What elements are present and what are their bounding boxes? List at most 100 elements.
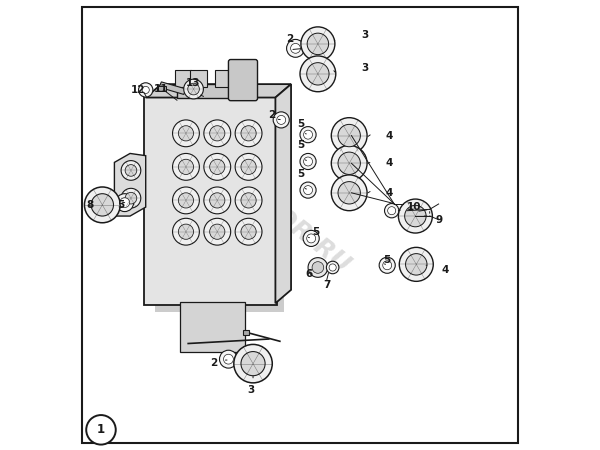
- Circle shape: [338, 152, 361, 175]
- Circle shape: [406, 254, 427, 275]
- Text: 4: 4: [386, 158, 393, 168]
- Circle shape: [204, 187, 230, 214]
- Circle shape: [173, 218, 199, 245]
- Circle shape: [300, 56, 336, 92]
- Circle shape: [304, 130, 313, 139]
- Circle shape: [224, 354, 233, 364]
- Circle shape: [204, 153, 230, 180]
- Text: 11: 11: [154, 85, 169, 94]
- Circle shape: [235, 187, 262, 214]
- Circle shape: [385, 203, 399, 218]
- Text: 2: 2: [210, 358, 217, 368]
- Text: 5: 5: [297, 119, 305, 130]
- Text: 4: 4: [386, 188, 393, 198]
- Circle shape: [173, 187, 199, 214]
- Circle shape: [241, 193, 256, 208]
- FancyBboxPatch shape: [158, 86, 166, 91]
- Text: 5: 5: [312, 227, 319, 237]
- Circle shape: [379, 257, 395, 273]
- Text: 5: 5: [297, 169, 305, 179]
- Text: 13: 13: [185, 78, 200, 88]
- Circle shape: [120, 198, 130, 207]
- Text: 12: 12: [130, 85, 145, 95]
- Circle shape: [184, 79, 203, 99]
- Text: MYEXCAVATOR.RU: MYEXCAVATOR.RU: [138, 101, 355, 278]
- Circle shape: [307, 234, 316, 243]
- Circle shape: [338, 124, 361, 147]
- Circle shape: [235, 218, 262, 245]
- Circle shape: [188, 83, 199, 95]
- Text: 8: 8: [86, 200, 94, 210]
- Circle shape: [209, 224, 225, 239]
- Text: 7: 7: [323, 280, 331, 290]
- Circle shape: [304, 157, 313, 166]
- Text: 4: 4: [442, 265, 449, 274]
- FancyBboxPatch shape: [155, 107, 284, 312]
- Polygon shape: [275, 84, 291, 303]
- Text: 1: 1: [97, 423, 105, 436]
- Circle shape: [235, 153, 262, 180]
- Text: 6: 6: [305, 269, 313, 279]
- Circle shape: [300, 126, 316, 143]
- Circle shape: [241, 351, 265, 376]
- Text: 2: 2: [268, 110, 275, 121]
- Circle shape: [273, 112, 289, 128]
- Circle shape: [209, 193, 225, 208]
- Circle shape: [178, 126, 194, 141]
- Circle shape: [125, 165, 137, 176]
- Circle shape: [307, 63, 329, 85]
- Circle shape: [331, 175, 367, 211]
- Circle shape: [304, 186, 313, 194]
- Circle shape: [125, 192, 137, 204]
- Circle shape: [308, 258, 328, 277]
- Bar: [243, 330, 248, 335]
- Circle shape: [399, 248, 433, 281]
- Text: 3: 3: [247, 386, 254, 396]
- Circle shape: [301, 27, 335, 61]
- Circle shape: [303, 230, 319, 247]
- Circle shape: [85, 187, 120, 223]
- Polygon shape: [177, 84, 247, 98]
- Circle shape: [398, 199, 433, 233]
- Text: 5: 5: [297, 140, 305, 150]
- Circle shape: [241, 224, 256, 239]
- FancyBboxPatch shape: [180, 302, 245, 351]
- Circle shape: [277, 116, 286, 124]
- Circle shape: [388, 207, 396, 215]
- FancyBboxPatch shape: [235, 70, 251, 87]
- Circle shape: [121, 161, 141, 180]
- Circle shape: [331, 117, 367, 153]
- Circle shape: [404, 205, 426, 227]
- Text: 3: 3: [361, 63, 368, 72]
- Circle shape: [204, 120, 230, 147]
- Circle shape: [209, 126, 225, 141]
- Text: 4: 4: [386, 130, 393, 140]
- Circle shape: [91, 194, 113, 216]
- FancyBboxPatch shape: [229, 59, 257, 101]
- Text: 5: 5: [118, 200, 125, 210]
- Polygon shape: [115, 153, 146, 216]
- Circle shape: [178, 224, 194, 239]
- Circle shape: [300, 182, 316, 198]
- Circle shape: [209, 159, 225, 175]
- Text: 9: 9: [435, 215, 442, 225]
- FancyBboxPatch shape: [175, 70, 191, 87]
- Circle shape: [312, 261, 324, 273]
- Circle shape: [329, 264, 336, 271]
- FancyBboxPatch shape: [145, 96, 277, 305]
- Text: 2: 2: [286, 34, 293, 45]
- Circle shape: [121, 189, 141, 208]
- Circle shape: [307, 33, 329, 54]
- Text: 5: 5: [383, 255, 391, 265]
- Circle shape: [300, 153, 316, 170]
- Circle shape: [178, 159, 194, 175]
- Circle shape: [287, 40, 304, 57]
- Circle shape: [290, 44, 301, 53]
- Circle shape: [116, 194, 134, 212]
- Text: 3: 3: [361, 30, 368, 40]
- Circle shape: [241, 159, 256, 175]
- Polygon shape: [159, 82, 187, 94]
- Circle shape: [173, 153, 199, 180]
- Circle shape: [235, 120, 262, 147]
- Circle shape: [326, 261, 339, 274]
